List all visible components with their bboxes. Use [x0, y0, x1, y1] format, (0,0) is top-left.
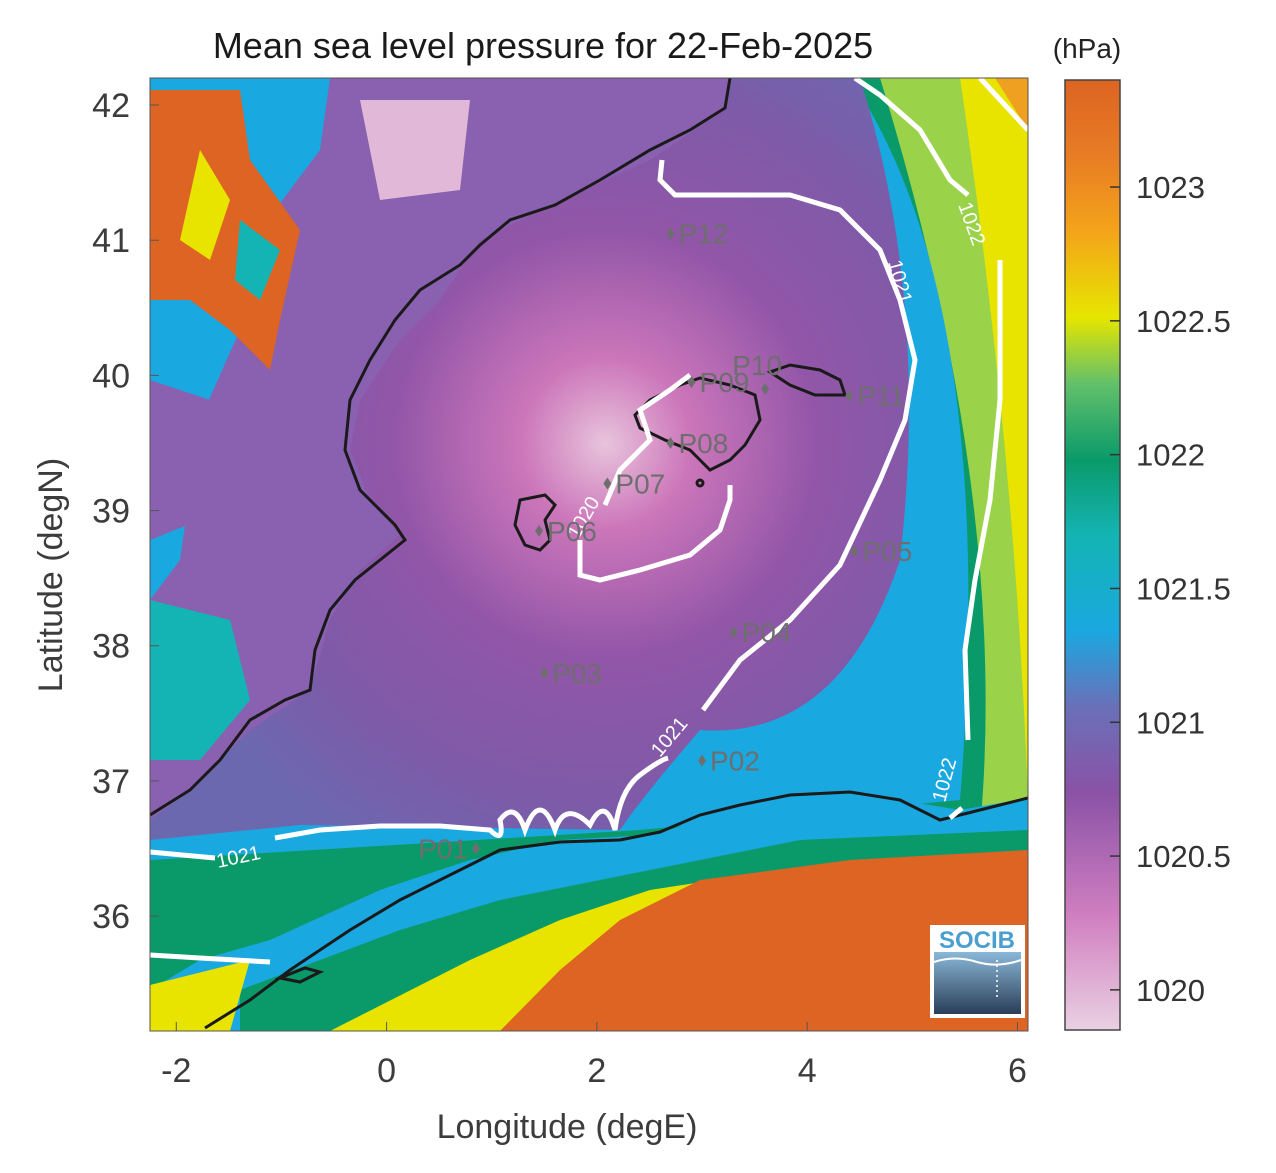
station-marker: [471, 842, 480, 855]
colorbar-tick-label: 1023: [1136, 170, 1205, 205]
x-tick-label: 2: [587, 1052, 606, 1090]
y-tick-label: 40: [92, 357, 130, 395]
x-tick-label: 6: [1008, 1052, 1027, 1090]
y-tick-label: 37: [92, 763, 130, 801]
figure-title: Mean sea level pressure for 22-Feb-2025: [213, 25, 873, 66]
isobar-1021-b: [657, 159, 918, 712]
x-tick-label: -2: [161, 1052, 191, 1090]
station-marker: [666, 227, 675, 240]
x-tick-label: 0: [377, 1052, 396, 1090]
station-label: P05: [863, 536, 913, 567]
station-label: P12: [678, 218, 728, 249]
station-label: P01: [418, 834, 468, 865]
y-tick-label: 36: [92, 898, 130, 936]
station-label: P03: [552, 658, 602, 689]
isobar-1022-ne: [978, 78, 1028, 132]
colorbar-ticks: 1023 1022.5 1022 1021.5 1021 1020.5 1020: [1110, 170, 1231, 1008]
coastline: [150, 78, 1028, 1030]
isobar-1022: [853, 78, 1003, 820]
station-label: P06: [547, 516, 597, 547]
colorbar-tick-label: 1020: [1136, 973, 1205, 1008]
colorbar-tick-label: 1021.5: [1136, 571, 1231, 606]
station-marker: [535, 524, 544, 537]
isobar-1020: [577, 373, 733, 583]
station-marker: [540, 666, 549, 679]
station-marker: [666, 436, 675, 449]
y-tick-label: 42: [92, 87, 130, 125]
colorbar-tick-label: 1020.5: [1136, 839, 1231, 874]
station-marker: [845, 389, 854, 402]
iberia-land: [150, 78, 730, 820]
station-label: P09: [700, 367, 750, 398]
isobar-1021-sw: [150, 952, 271, 965]
station-marker: [698, 754, 707, 767]
station-marker: [729, 626, 738, 639]
y-axis-label: Latitude (degN): [32, 458, 70, 692]
isobars: [150, 78, 1028, 965]
station-label: P08: [678, 428, 728, 459]
station-label: P02: [710, 746, 760, 777]
colorbar-tick-label: 1022.5: [1136, 304, 1231, 339]
colorbar-tick-label: 1021: [1136, 705, 1205, 740]
station-marker: [603, 477, 612, 490]
station-marker: [761, 382, 770, 395]
logo-text: SOCIB: [939, 927, 1015, 954]
station-label: P04: [742, 617, 792, 648]
units-label: (hPa): [1053, 33, 1121, 64]
socib-logo: SOCIB: [930, 925, 1025, 1018]
station-label: P07: [615, 469, 665, 500]
colorbar: [1064, 79, 1121, 1031]
x-tick-label: 4: [798, 1052, 817, 1090]
station-label: P10: [732, 350, 782, 381]
station-marker: [850, 545, 859, 558]
x-axis: -2 0 2 4 6: [161, 1022, 1027, 1090]
station-label: P11: [857, 381, 905, 412]
y-tick-label: 39: [92, 493, 130, 531]
map-area: 1021 1021 1022 1022 1020 1021 P01P02P03P…: [150, 78, 1028, 1031]
y-tick-label: 38: [92, 628, 130, 666]
map-frame: [149, 77, 1029, 1032]
isobar-1021-a: [150, 755, 669, 861]
y-axis: 42 41 40 39 38 37 36: [92, 87, 159, 936]
y-tick-label: 41: [92, 222, 130, 260]
x-axis-label: Longitude (degE): [437, 1108, 698, 1146]
station-marker: [687, 376, 696, 389]
colorbar-tick-label: 1022: [1136, 438, 1205, 473]
